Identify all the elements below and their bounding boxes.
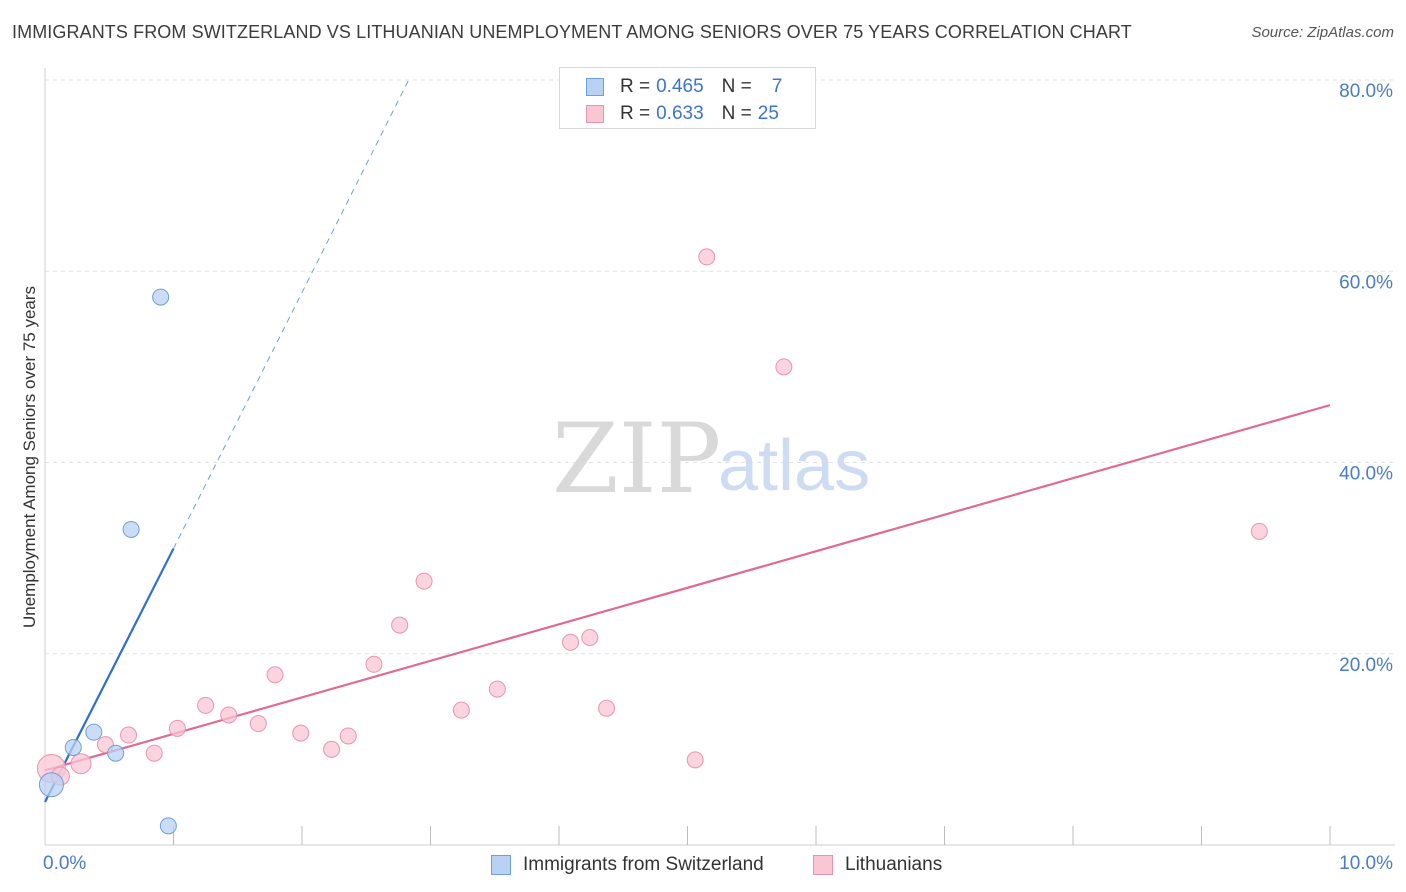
- legend-r-label: R =: [620, 103, 651, 124]
- series-swatch-switzerland: [491, 855, 511, 875]
- point-lithuanians: [391, 616, 409, 634]
- point-lithuanians: [365, 655, 383, 673]
- point-lithuanians: [488, 680, 506, 698]
- y-axis-label: Unemployment Among Seniors over 75 years: [20, 286, 39, 628]
- y-tick-label: 80.0%: [1339, 81, 1393, 102]
- series-name-switzerland: Immigrants from Switzerland: [523, 854, 764, 875]
- point-lithuanians: [168, 719, 186, 737]
- y-tick-label: 40.0%: [1339, 464, 1393, 485]
- point-switzerland: [122, 520, 140, 538]
- chart-title: IMMIGRANTS FROM SWITZERLAND VS LITHUANIA…: [12, 22, 1132, 42]
- tick-labels: 20.0% 40.0% 60.0% 80.0% 0.0% 10.0%: [43, 81, 1393, 874]
- series-swatch-lithuanians: [813, 855, 833, 875]
- point-switzerland: [38, 772, 64, 798]
- y-tick-label: 60.0%: [1339, 272, 1393, 293]
- point-switzerland: [159, 817, 177, 835]
- legend-n-label: N =: [721, 103, 752, 124]
- legend-row-switzerland: R = 0.465 N = 7: [586, 75, 783, 99]
- x-tick-label: 10.0%: [1339, 853, 1393, 874]
- point-lithuanians: [698, 248, 716, 266]
- point-lithuanians: [220, 706, 238, 724]
- legend-row-lithuanians: R = 0.633 N = 25: [586, 102, 779, 126]
- series-legend-switzerland: Immigrants from Switzerland: [491, 852, 764, 878]
- trend-line-switzerland: [44, 548, 175, 803]
- point-lithuanians: [686, 751, 704, 769]
- point-lithuanians: [197, 696, 215, 714]
- grid: [45, 79, 1395, 655]
- x-tick-label: 0.0%: [43, 853, 86, 874]
- watermark: ZIP atlas: [552, 403, 870, 515]
- legend-n-value: 25: [757, 103, 779, 124]
- watermark-zip: ZIP: [552, 403, 721, 515]
- point-lithuanians: [292, 724, 310, 742]
- point-lithuanians: [339, 727, 357, 745]
- series-legend-lithuanians: Lithuanians: [813, 852, 942, 878]
- point-lithuanians: [415, 572, 433, 590]
- legend-swatch-lithuanians: [586, 105, 604, 123]
- point-lithuanians: [1250, 522, 1268, 540]
- legend-r-value: 0.633: [656, 103, 704, 124]
- trend-line-lithuanians: [44, 404, 1331, 772]
- legend-n-label: N =: [721, 76, 752, 97]
- trend-line-switzerland-extrapolated: [173, 79, 410, 549]
- watermark-atlas: atlas: [718, 426, 870, 506]
- point-lithuanians: [323, 740, 341, 758]
- point-lithuanians: [452, 701, 470, 719]
- point-switzerland: [85, 723, 103, 741]
- legend-r-value: 0.465: [656, 76, 704, 97]
- legend-swatch-switzerland: [586, 78, 604, 96]
- data-points: [36, 248, 1268, 835]
- point-lithuanians: [70, 753, 92, 775]
- series-name-lithuanians: Lithuanians: [845, 854, 943, 875]
- point-switzerland: [107, 744, 125, 762]
- trend-lines: [44, 79, 1331, 803]
- point-lithuanians: [249, 715, 267, 733]
- point-lithuanians: [266, 666, 284, 684]
- point-switzerland: [152, 288, 170, 306]
- legend-n-value: 7: [771, 76, 783, 97]
- point-lithuanians: [581, 628, 599, 646]
- point-lithuanians: [145, 744, 163, 762]
- chart-source: Source: ZipAtlas.com: [1251, 24, 1394, 41]
- axes: [44, 68, 1395, 846]
- point-switzerland: [64, 738, 82, 756]
- correlation-legend: R = 0.465 N = 7 R = 0.633 N = 25: [559, 67, 816, 129]
- point-lithuanians: [562, 633, 580, 651]
- point-lithuanians: [598, 699, 616, 717]
- point-lithuanians: [775, 358, 793, 376]
- y-tick-label: 20.0%: [1339, 655, 1393, 676]
- legend-r-label: R =: [620, 76, 651, 97]
- point-lithuanians: [120, 726, 138, 744]
